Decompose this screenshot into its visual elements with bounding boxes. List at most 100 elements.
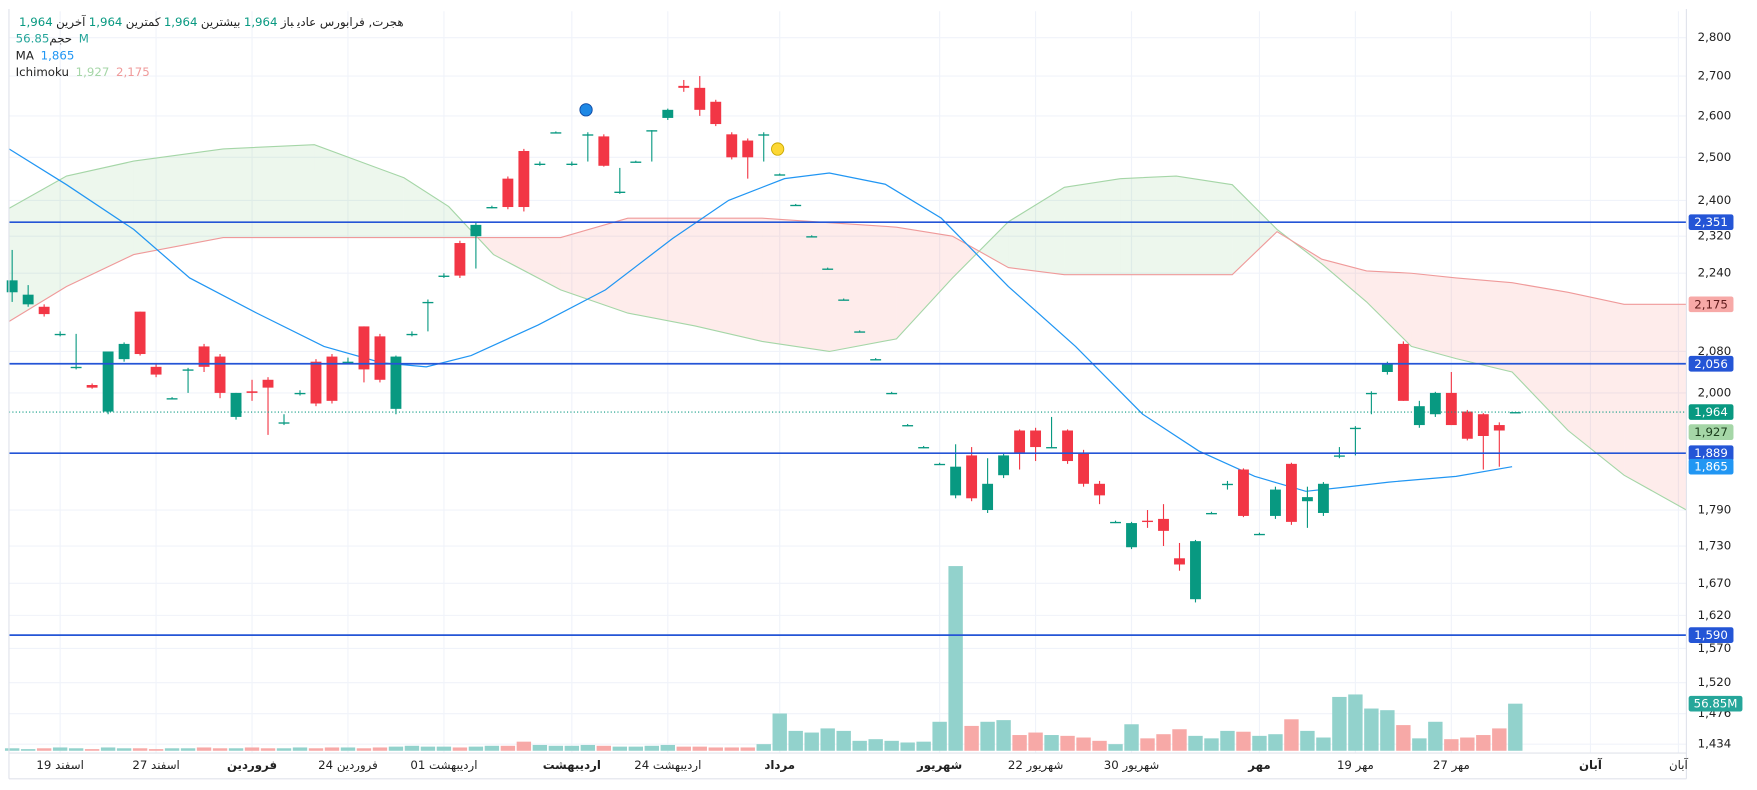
candle-body bbox=[278, 422, 290, 424]
cloud-segment bbox=[979, 221, 1009, 268]
candle-body bbox=[1142, 520, 1153, 523]
candle-body bbox=[1381, 364, 1393, 372]
volume-bar bbox=[1172, 729, 1187, 751]
candle-body bbox=[374, 336, 386, 380]
volume-bar bbox=[452, 747, 468, 751]
candle-body bbox=[566, 163, 578, 166]
volume-bar bbox=[420, 746, 436, 751]
volume-bar bbox=[964, 725, 979, 751]
candle-body bbox=[1078, 452, 1089, 484]
candle-body bbox=[870, 359, 882, 361]
volume-bar bbox=[1460, 737, 1475, 751]
cloud-segment bbox=[627, 218, 695, 326]
candle-body bbox=[1461, 411, 1473, 439]
candle-body bbox=[822, 268, 834, 270]
volume-bar bbox=[1156, 734, 1171, 751]
candle-body bbox=[182, 369, 194, 371]
price-label-box bbox=[1688, 445, 1734, 462]
cloud-segment bbox=[896, 227, 953, 339]
candle-body bbox=[470, 224, 482, 237]
volume-bar bbox=[884, 740, 899, 751]
cloud-segment bbox=[694, 218, 763, 342]
cloud-segment bbox=[223, 144, 315, 238]
price-label-box bbox=[1688, 404, 1734, 420]
y-tick-label: 2,320 bbox=[1698, 229, 1732, 243]
candle-body bbox=[1270, 489, 1281, 516]
y-tick-label: 2,500 bbox=[1698, 150, 1732, 164]
event-marker[interactable] bbox=[771, 142, 785, 156]
candle-body bbox=[662, 109, 674, 118]
volume-bar bbox=[980, 721, 995, 751]
y-tick-label: 2,400 bbox=[1698, 193, 1732, 207]
volume-bar bbox=[1284, 719, 1299, 751]
x-tick-label: آبان bbox=[1579, 757, 1603, 772]
candle-body bbox=[758, 134, 770, 136]
volume-bar bbox=[1252, 735, 1267, 751]
candle-body bbox=[1285, 463, 1297, 522]
candle-body bbox=[198, 346, 210, 367]
y-tick-label: 1,434 bbox=[1698, 737, 1732, 751]
candle-body bbox=[1094, 483, 1105, 496]
volume-bar bbox=[772, 713, 787, 751]
cloud-segment bbox=[952, 236, 980, 278]
cloud-segment bbox=[1512, 282, 1569, 431]
volume-bar bbox=[996, 720, 1011, 751]
volume-bar bbox=[1060, 735, 1075, 751]
candle-body bbox=[790, 204, 802, 207]
candle-body bbox=[294, 392, 306, 395]
candle-body bbox=[902, 425, 914, 427]
cloud-segment bbox=[314, 144, 404, 238]
volume-bar bbox=[388, 746, 404, 751]
candle-body bbox=[726, 134, 738, 158]
cloud-segment bbox=[1456, 277, 1513, 372]
volume-bar bbox=[52, 747, 68, 751]
volume-bar bbox=[1076, 737, 1091, 751]
volume-bar bbox=[372, 747, 388, 751]
volume-bar bbox=[628, 746, 644, 751]
candle-body bbox=[390, 356, 402, 409]
candle-body bbox=[86, 385, 98, 388]
volume-bar bbox=[36, 748, 52, 751]
price-label: 2,175 bbox=[1694, 297, 1728, 311]
volume-bar bbox=[612, 746, 628, 751]
y-tick-label: 1,670 bbox=[1698, 576, 1732, 590]
candle-body bbox=[1110, 521, 1121, 524]
candle-body bbox=[326, 356, 338, 401]
volume-bar bbox=[1220, 730, 1235, 751]
price-label-box bbox=[1688, 424, 1734, 440]
candle-body bbox=[406, 333, 418, 336]
volume-bar bbox=[564, 745, 580, 751]
candles bbox=[6, 76, 1521, 603]
y-tick-label: 1,730 bbox=[1698, 539, 1732, 553]
volume-bar bbox=[916, 741, 931, 751]
volume-bar bbox=[244, 747, 260, 751]
x-tick-label: شهریور bbox=[916, 758, 962, 773]
y-tick-label: 1,790 bbox=[1698, 503, 1732, 517]
candle-body bbox=[998, 455, 1010, 476]
volume-bar bbox=[212, 748, 228, 751]
cloud-segment bbox=[1568, 292, 1625, 476]
y-tick-label: 1,620 bbox=[1698, 608, 1732, 622]
candle-body bbox=[22, 294, 34, 305]
price-label-box bbox=[1688, 627, 1734, 643]
candle-body bbox=[54, 333, 66, 336]
volume-bar bbox=[1236, 731, 1251, 751]
event-marker[interactable] bbox=[579, 103, 593, 117]
candle-body bbox=[1126, 523, 1137, 548]
volume-bar bbox=[1364, 708, 1379, 751]
volume-bar bbox=[1188, 735, 1203, 751]
candle-body bbox=[806, 236, 818, 238]
volume-bar bbox=[1124, 724, 1139, 751]
volume-bar bbox=[100, 747, 116, 751]
candle-body bbox=[1014, 430, 1026, 453]
volume-bar bbox=[500, 745, 516, 751]
x-tick-label: 22 شهریور bbox=[1008, 758, 1063, 773]
x-tick-label: مهر bbox=[1247, 758, 1270, 773]
volume-bar bbox=[1268, 734, 1283, 751]
volume-bar bbox=[468, 746, 484, 751]
candle-body bbox=[534, 163, 546, 166]
x-tick-label: 19 مهر bbox=[1337, 758, 1374, 773]
price-lines bbox=[8, 221, 1687, 636]
candle-body bbox=[694, 87, 706, 110]
